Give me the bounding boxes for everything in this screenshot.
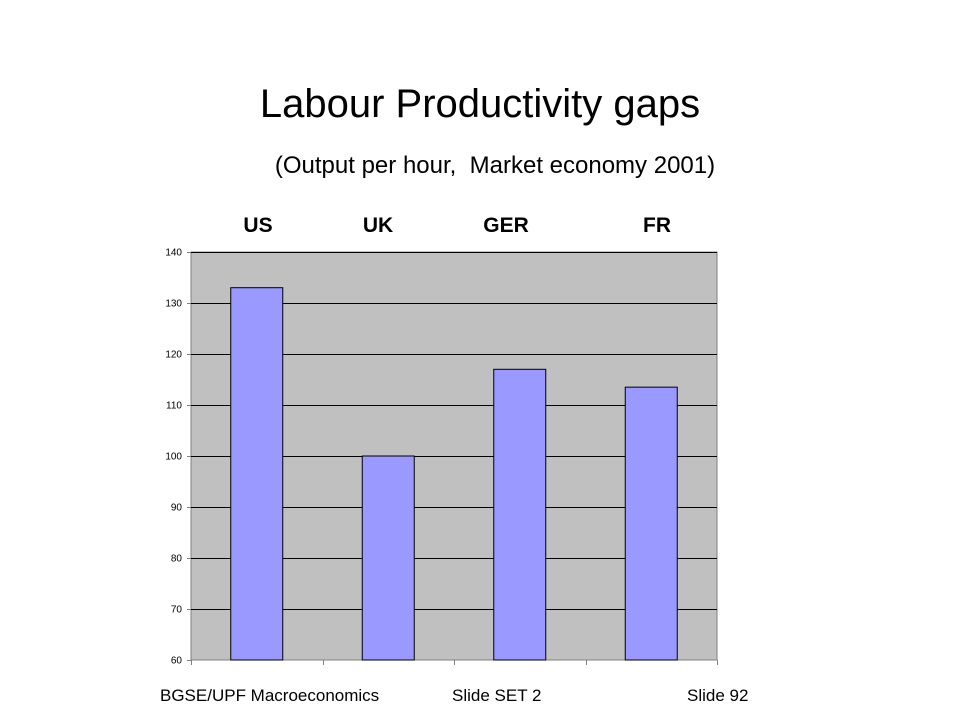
bar-ger [493,368,547,661]
bar-us [230,287,284,661]
y-tick-label: 80 [171,554,183,565]
category-label: FR [643,214,671,237]
y-tick-label: 130 [165,299,182,310]
category-label: GER [483,214,529,237]
axes [191,660,718,665]
category-labels: US UK GER FR [243,214,671,237]
bar-uk [361,455,415,661]
y-tick-label: 120 [165,350,182,361]
y-tick-label: 70 [171,605,183,616]
footer-slide-number: Slide 92 [687,686,749,705]
category-label: UK [363,214,393,237]
slide-subtitle: (Output per hour, Market economy 2001) [274,152,716,179]
y-tick-labels: 60 70 80 90 100 110 120 130 140 [165,248,182,667]
category-label: US [243,214,272,237]
footer-slide-set: Slide SET 2 [452,686,542,705]
bar-fr [624,386,678,661]
y-tick-label: 100 [165,452,182,463]
slide-title: Labour Productivity gaps [259,82,701,126]
y-tick-label: 60 [171,656,183,667]
y-tick-label: 110 [166,401,182,412]
footer-course: BGSE/UPF Macroeconomics [160,686,380,705]
y-tick-label: 140 [165,248,182,259]
y-tick-label: 90 [171,503,183,514]
bars [230,287,678,661]
